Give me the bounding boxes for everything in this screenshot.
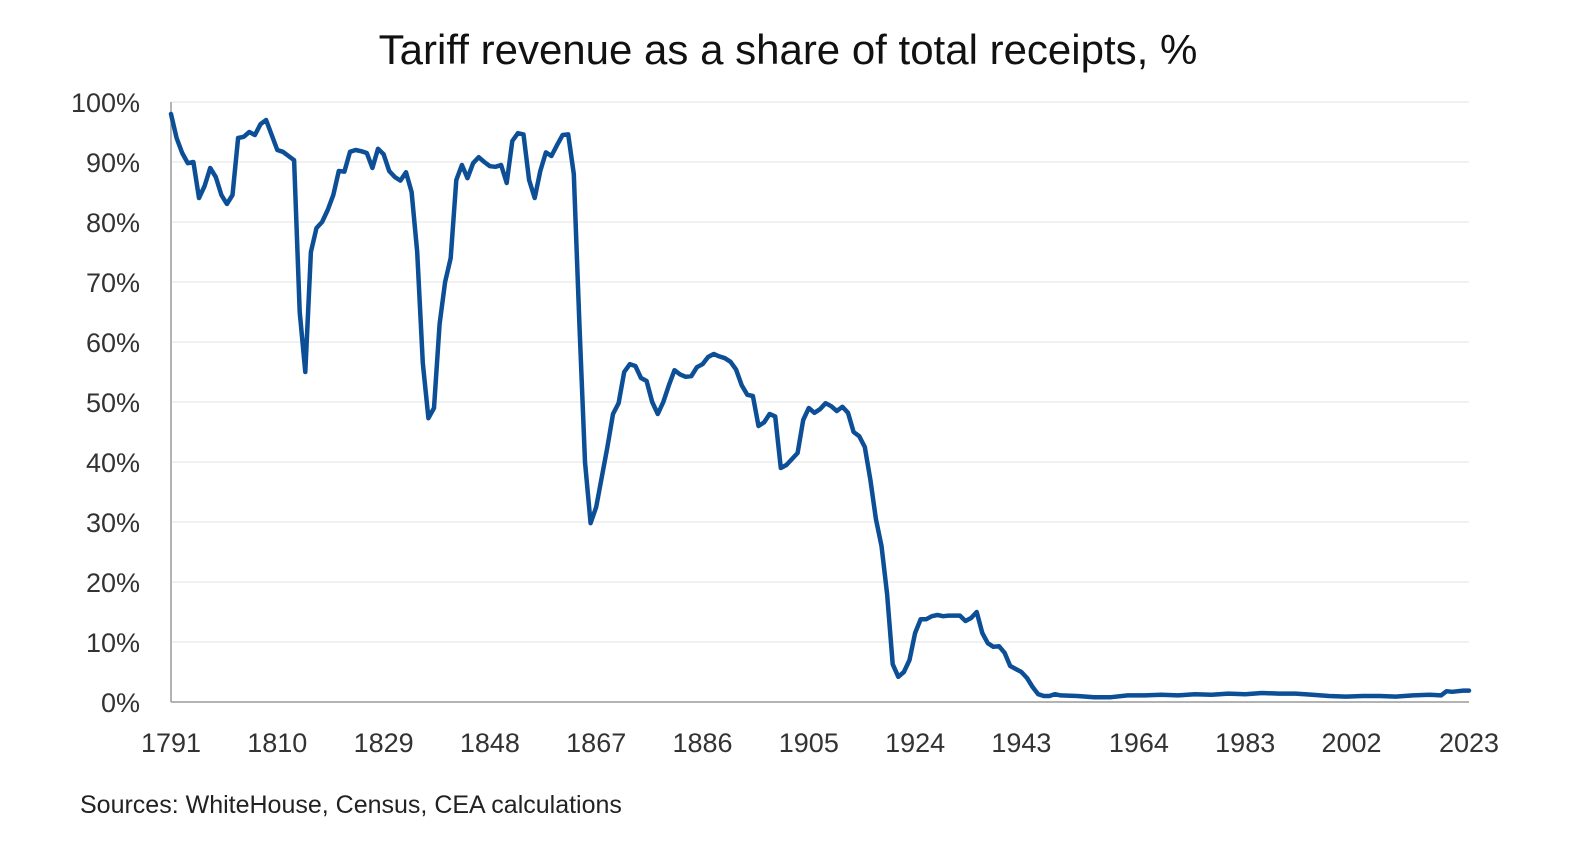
y-tick-label: 10% xyxy=(86,628,140,658)
x-tick-label: 1829 xyxy=(354,728,414,758)
x-tick-label: 1791 xyxy=(141,728,201,758)
x-tick-label: 1905 xyxy=(779,728,839,758)
series-layer xyxy=(168,111,1472,700)
chart-title: Tariff revenue as a share of total recei… xyxy=(378,26,1198,73)
y-tick-label: 100% xyxy=(71,88,140,118)
x-tick-label: 1924 xyxy=(885,728,945,758)
axes xyxy=(170,102,1469,703)
x-axis-tick-labels: 1791 1810 1829 1848 1867 1886 1905 1924 1943 1964… xyxy=(141,728,1499,758)
y-tick-label: 90% xyxy=(86,148,140,178)
y-tick-label: 0% xyxy=(101,688,140,718)
y-tick-label: 30% xyxy=(86,508,140,538)
y-tick-label: 60% xyxy=(86,328,140,358)
y-tick-label: 70% xyxy=(86,268,140,298)
x-tick-label: 2023 xyxy=(1439,728,1499,758)
x-tick-label: 1848 xyxy=(460,728,520,758)
x-tick-label: 1943 xyxy=(991,728,1051,758)
source-note: Sources: WhiteHouse, Census, CEA calcula… xyxy=(80,791,622,819)
y-tick-label: 40% xyxy=(86,448,140,478)
x-tick-label: 2002 xyxy=(1321,728,1381,758)
y-tick-label: 20% xyxy=(86,568,140,598)
x-tick-label: 1983 xyxy=(1215,728,1275,758)
x-tick-label: 1886 xyxy=(672,728,732,758)
series-line-0 xyxy=(168,111,1472,700)
y-axis-tick-labels: 0% 10% 20% 30% 40% 50% 60% 70% 80% 90% 100% xyxy=(71,88,140,718)
x-tick-label: 1810 xyxy=(247,728,307,758)
y-tick-label: 80% xyxy=(86,208,140,238)
gridlines xyxy=(171,101,1469,643)
x-tick-label: 1867 xyxy=(566,728,626,758)
x-tick-label: 1964 xyxy=(1109,728,1169,758)
y-tick-label: 50% xyxy=(86,388,140,418)
